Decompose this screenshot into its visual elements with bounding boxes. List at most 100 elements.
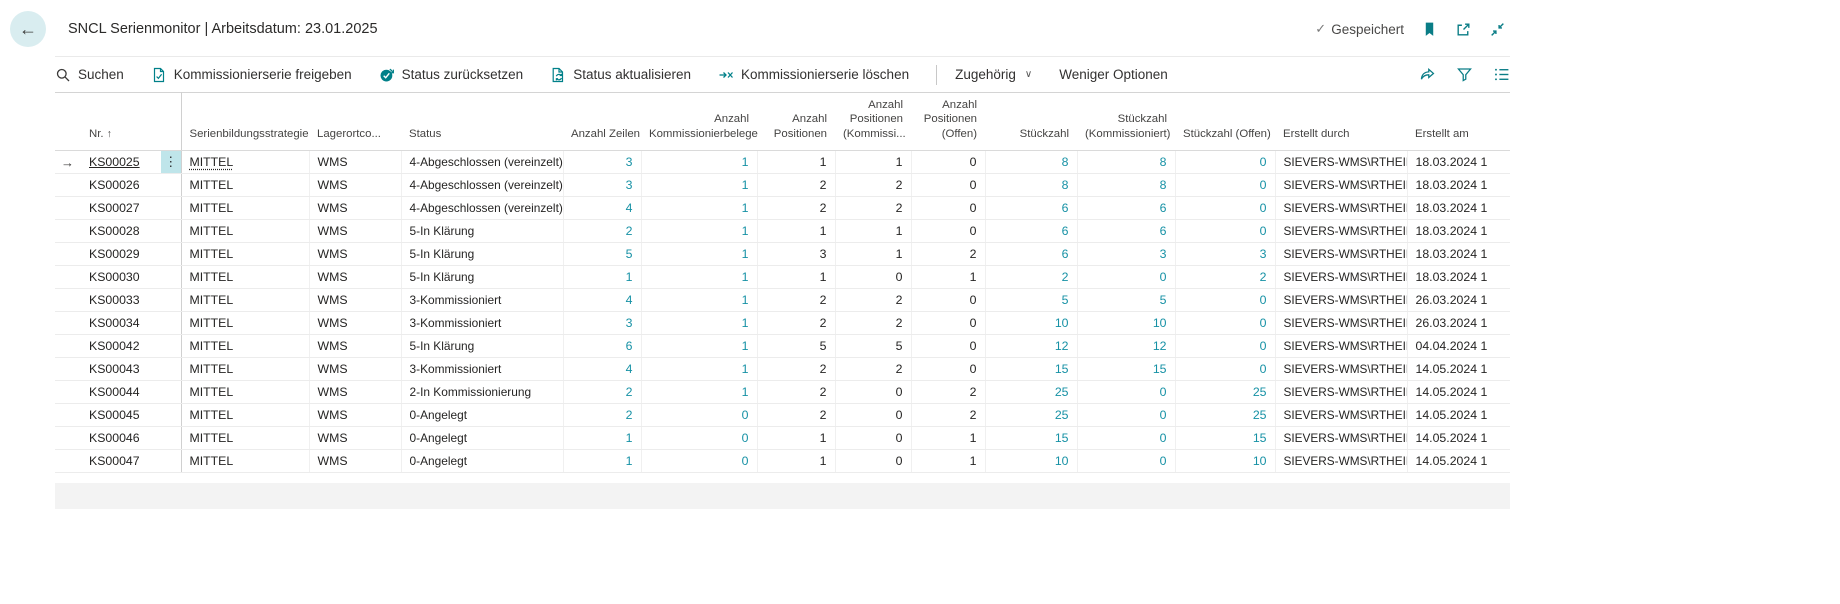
cell-positionen-offen[interactable]: 0 (911, 334, 986, 358)
cell-erstellt-durch[interactable]: SIEVERS-WMS\RTHEILI... (1275, 380, 1408, 404)
cell-location[interactable]: WMS (309, 311, 402, 335)
cell-erstellt-durch[interactable]: SIEVERS-WMS\RTHEILI... (1275, 426, 1408, 450)
row-menu-cell[interactable]: ⋮ (161, 242, 182, 266)
cell-positionen-offen[interactable]: 1 (911, 426, 986, 450)
cell-positionen-komm[interactable]: 2 (835, 196, 912, 220)
cell-positionen-offen[interactable]: 0 (911, 288, 986, 312)
cell-stueckzahl-komm[interactable]: 0 (1077, 449, 1176, 473)
filter-icon[interactable] (1456, 66, 1473, 83)
cell-anzahl-positionen[interactable]: 2 (757, 380, 836, 404)
cell-erstellt-durch[interactable]: SIEVERS-WMS\RTHEILI... (1275, 449, 1408, 473)
cell-anzahl-belege[interactable]: 1 (641, 219, 758, 243)
cell-anzahl-positionen[interactable]: 2 (757, 311, 836, 335)
cell-anzahl-zeilen[interactable]: 2 (563, 380, 642, 404)
cell-anzahl-zeilen[interactable]: 1 (563, 265, 642, 289)
cell-anzahl-positionen[interactable]: 1 (757, 449, 836, 473)
cell-anzahl-belege[interactable]: 1 (641, 196, 758, 220)
cell-positionen-offen[interactable]: 0 (911, 311, 986, 335)
cell-stueckzahl-offen[interactable]: 0 (1175, 150, 1276, 174)
cell-status[interactable]: 4-Abgeschlossen (vereinzelt) (401, 173, 564, 197)
column-header-zeilen[interactable]: Anzahl Zeilen (563, 92, 641, 151)
cell-stueckzahl[interactable]: 8 (985, 173, 1078, 197)
release-series-button[interactable]: Kommissionierserie freigeben (151, 67, 352, 83)
cell-positionen-offen[interactable]: 0 (911, 357, 986, 381)
row-menu-cell[interactable]: ⋮ (161, 449, 182, 473)
cell-nr[interactable]: KS00026 (81, 173, 161, 197)
cell-anzahl-positionen[interactable]: 1 (757, 426, 836, 450)
cell-positionen-offen[interactable]: 0 (911, 150, 986, 174)
cell-erstellt-am[interactable]: 04.04.2024 1 (1407, 334, 1510, 358)
bookmark-button[interactable] (1420, 20, 1438, 38)
cell-erstellt-durch[interactable]: SIEVERS-WMS\RTHEILI... (1275, 334, 1408, 358)
cell-location[interactable]: WMS (309, 426, 402, 450)
cell-stueckzahl-komm[interactable]: 0 (1077, 426, 1176, 450)
cell-anzahl-belege[interactable]: 0 (641, 426, 758, 450)
cell-anzahl-positionen[interactable]: 2 (757, 403, 836, 427)
cell-stueckzahl[interactable]: 12 (985, 334, 1078, 358)
cell-anzahl-zeilen[interactable]: 1 (563, 449, 642, 473)
cell-erstellt-durch[interactable]: SIEVERS-WMS\RTHEILI... (1275, 173, 1408, 197)
column-header-strategy[interactable]: Serienbildungsstrategie (181, 92, 309, 151)
cell-erstellt-am[interactable]: 18.03.2024 1 (1407, 150, 1510, 174)
cell-stueckzahl-komm[interactable]: 0 (1077, 265, 1176, 289)
row-menu-cell[interactable]: ⋮ (161, 311, 182, 335)
cell-anzahl-belege[interactable]: 1 (641, 265, 758, 289)
cell-nr[interactable]: KS00027 (81, 196, 161, 220)
cell-location[interactable]: WMS (309, 265, 402, 289)
cell-anzahl-belege[interactable]: 1 (641, 357, 758, 381)
cell-stueckzahl-offen[interactable]: 25 (1175, 403, 1276, 427)
cell-anzahl-zeilen[interactable]: 3 (563, 173, 642, 197)
column-header-erstellt-durch[interactable]: Erstellt durch (1275, 92, 1407, 151)
cell-nr[interactable]: KS00034 (81, 311, 161, 335)
cell-stueckzahl-offen[interactable]: 25 (1175, 380, 1276, 404)
cell-anzahl-zeilen[interactable]: 2 (563, 219, 642, 243)
cell-positionen-offen[interactable]: 0 (911, 219, 986, 243)
cell-anzahl-belege[interactable]: 0 (641, 449, 758, 473)
cell-anzahl-zeilen[interactable]: 3 (563, 150, 642, 174)
cell-positionen-offen[interactable]: 2 (911, 380, 986, 404)
row-menu-cell[interactable]: ⋮ (161, 196, 182, 220)
cell-stueckzahl-offen[interactable]: 0 (1175, 196, 1276, 220)
cell-stueckzahl-offen[interactable]: 0 (1175, 173, 1276, 197)
cell-positionen-komm[interactable]: 0 (835, 380, 912, 404)
cell-anzahl-zeilen[interactable]: 4 (563, 288, 642, 312)
cell-stueckzahl[interactable]: 10 (985, 311, 1078, 335)
cell-anzahl-positionen[interactable]: 1 (757, 265, 836, 289)
column-header-pos-offen[interactable]: Anzahl Positionen (Offen) (911, 92, 985, 151)
cell-nr[interactable]: KS00046 (81, 426, 161, 450)
cell-erstellt-am[interactable]: 14.05.2024 1 (1407, 380, 1510, 404)
cell-strategy[interactable]: MITTEL (181, 403, 310, 427)
column-header-stueck[interactable]: Stückzahl (985, 92, 1077, 151)
cell-positionen-komm[interactable]: 2 (835, 288, 912, 312)
row-menu-cell[interactable]: ⋮ (161, 426, 182, 450)
cell-positionen-offen[interactable]: 2 (911, 403, 986, 427)
cell-location[interactable]: WMS (309, 173, 402, 197)
cell-location[interactable]: WMS (309, 403, 402, 427)
update-status-button[interactable]: Status aktualisieren (550, 67, 691, 83)
cell-status[interactable]: 5-In Klärung (401, 242, 564, 266)
cell-anzahl-zeilen[interactable]: 3 (563, 311, 642, 335)
cell-anzahl-belege[interactable]: 0 (641, 403, 758, 427)
cell-positionen-offen[interactable]: 0 (911, 196, 986, 220)
cell-location[interactable]: WMS (309, 242, 402, 266)
cell-anzahl-belege[interactable]: 1 (641, 288, 758, 312)
cell-erstellt-durch[interactable]: SIEVERS-WMS\RTHEILI... (1275, 196, 1408, 220)
cell-anzahl-belege[interactable]: 1 (641, 242, 758, 266)
cell-anzahl-zeilen[interactable]: 6 (563, 334, 642, 358)
cell-anzahl-positionen[interactable]: 2 (757, 357, 836, 381)
cell-strategy[interactable]: MITTEL (181, 196, 310, 220)
cell-anzahl-positionen[interactable]: 2 (757, 196, 836, 220)
cell-location[interactable]: WMS (309, 288, 402, 312)
cell-strategy[interactable]: MITTEL (181, 219, 310, 243)
cell-stueckzahl[interactable]: 5 (985, 288, 1078, 312)
column-header-positionen[interactable]: Anzahl Positionen (757, 92, 835, 151)
cell-nr[interactable]: KS00045 (81, 403, 161, 427)
cell-stueckzahl-offen[interactable]: 15 (1175, 426, 1276, 450)
cell-nr[interactable]: KS00029 (81, 242, 161, 266)
cell-erstellt-durch[interactable]: SIEVERS-WMS\RTHEILI... (1275, 357, 1408, 381)
back-button[interactable]: ← (10, 11, 46, 47)
cell-stueckzahl-offen[interactable]: 0 (1175, 219, 1276, 243)
cell-stueckzahl-offen[interactable]: 0 (1175, 311, 1276, 335)
cell-anzahl-belege[interactable]: 1 (641, 334, 758, 358)
cell-status[interactable]: 0-Angelegt (401, 426, 564, 450)
